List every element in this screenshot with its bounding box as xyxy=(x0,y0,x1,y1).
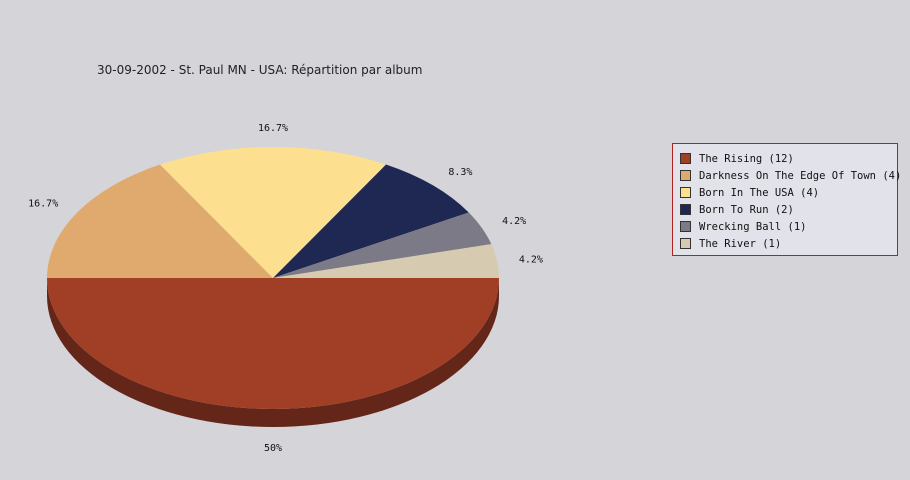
pie-slice-5 xyxy=(273,244,499,278)
legend-label: The River (1) xyxy=(699,237,782,250)
pie-slices xyxy=(47,146,499,409)
pie-label-1: 16.7% xyxy=(28,199,58,210)
legend-swatch xyxy=(680,238,691,249)
legend-item-4: Wrecking Ball (1) xyxy=(680,218,897,235)
pie-label-5: 4.2% xyxy=(519,254,543,265)
pie-label-0: 50% xyxy=(264,443,282,454)
pie-slice-3 xyxy=(273,164,469,278)
legend-item-0: The Rising (12) xyxy=(680,150,897,167)
legend-swatch xyxy=(680,170,691,181)
pie-labels: 50% 16.7% 16.7% 8.3% 4.2% 4.2% xyxy=(28,123,543,454)
pie-label-2: 16.7% xyxy=(258,123,288,134)
pie-label-3: 8.3% xyxy=(448,167,472,178)
legend-swatch xyxy=(680,187,691,198)
chart-title: 30-09-2002 - St. Paul MN - USA: Répartit… xyxy=(97,63,422,77)
legend-item-5: The River (1) xyxy=(680,235,897,252)
pie-slice-1 xyxy=(47,164,273,278)
legend-label: Born In The USA (4) xyxy=(699,186,820,199)
legend-item-1: Darkness On The Edge Of Town (4) xyxy=(680,167,901,184)
legend-label: The Rising (12) xyxy=(699,152,794,165)
legend-item-2: Born In The USA (4) xyxy=(680,184,897,201)
legend-label: Born To Run (2) xyxy=(699,203,794,216)
pie-slice-4 xyxy=(273,212,492,278)
pie-slice-2 xyxy=(160,146,386,278)
chart-legend: The Rising (12) Darkness On The Edge Of T… xyxy=(672,143,901,256)
legend-label: Wrecking Ball (1) xyxy=(699,220,807,233)
legend-item-3: Born To Run (2) xyxy=(680,201,897,218)
pie-label-4: 4.2% xyxy=(502,216,526,227)
legend-swatch xyxy=(680,204,691,215)
pie-slice-0 xyxy=(47,278,499,409)
legend-swatch xyxy=(680,153,691,164)
legend-swatch xyxy=(680,221,691,232)
legend-label: Darkness On The Edge Of Town (4) xyxy=(699,169,902,182)
